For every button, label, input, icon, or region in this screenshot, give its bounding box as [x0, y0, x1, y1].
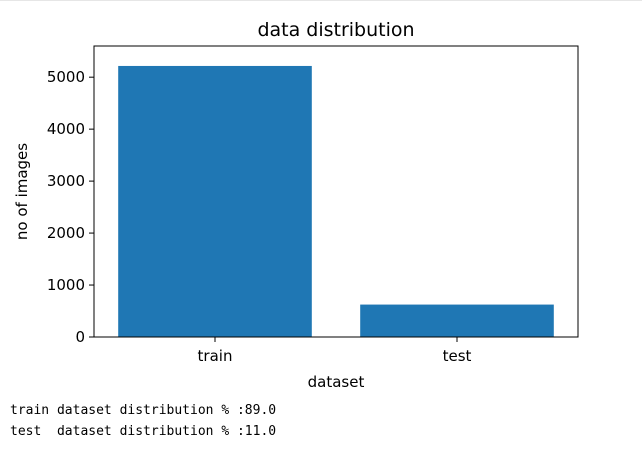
chart-title: data distribution — [257, 19, 414, 41]
x-axis-ticks: train test — [198, 337, 472, 365]
y-axis-ticks: 0 1000 2000 3000 4000 5000 — [47, 68, 94, 346]
x-tick-label-train: train — [198, 347, 233, 365]
y-tick-label-4000: 4000 — [47, 120, 85, 138]
y-tick-label-1000: 1000 — [47, 276, 85, 294]
y-axis-label: no of images — [13, 143, 31, 240]
bar-train — [118, 65, 312, 337]
output-line-test: test dataset distribution % :11.0 — [10, 424, 277, 439]
y-tick-label-3000: 3000 — [47, 172, 85, 190]
y-tick-label-0: 0 — [75, 328, 85, 346]
bar-chart: 0 1000 2000 3000 4000 5000 train test data dis… — [13, 19, 579, 391]
bar-test — [360, 304, 554, 337]
y-tick-label-5000: 5000 — [47, 68, 85, 86]
y-tick-label-2000: 2000 — [47, 224, 85, 242]
cell-top-border — [0, 0, 642, 1]
output-line-train: train dataset distribution % :89.0 — [10, 403, 277, 418]
x-axis-label: dataset — [308, 373, 365, 391]
plot-frame — [93, 45, 579, 338]
x-tick-label-test: test — [443, 347, 472, 365]
bars-layer — [118, 65, 554, 337]
